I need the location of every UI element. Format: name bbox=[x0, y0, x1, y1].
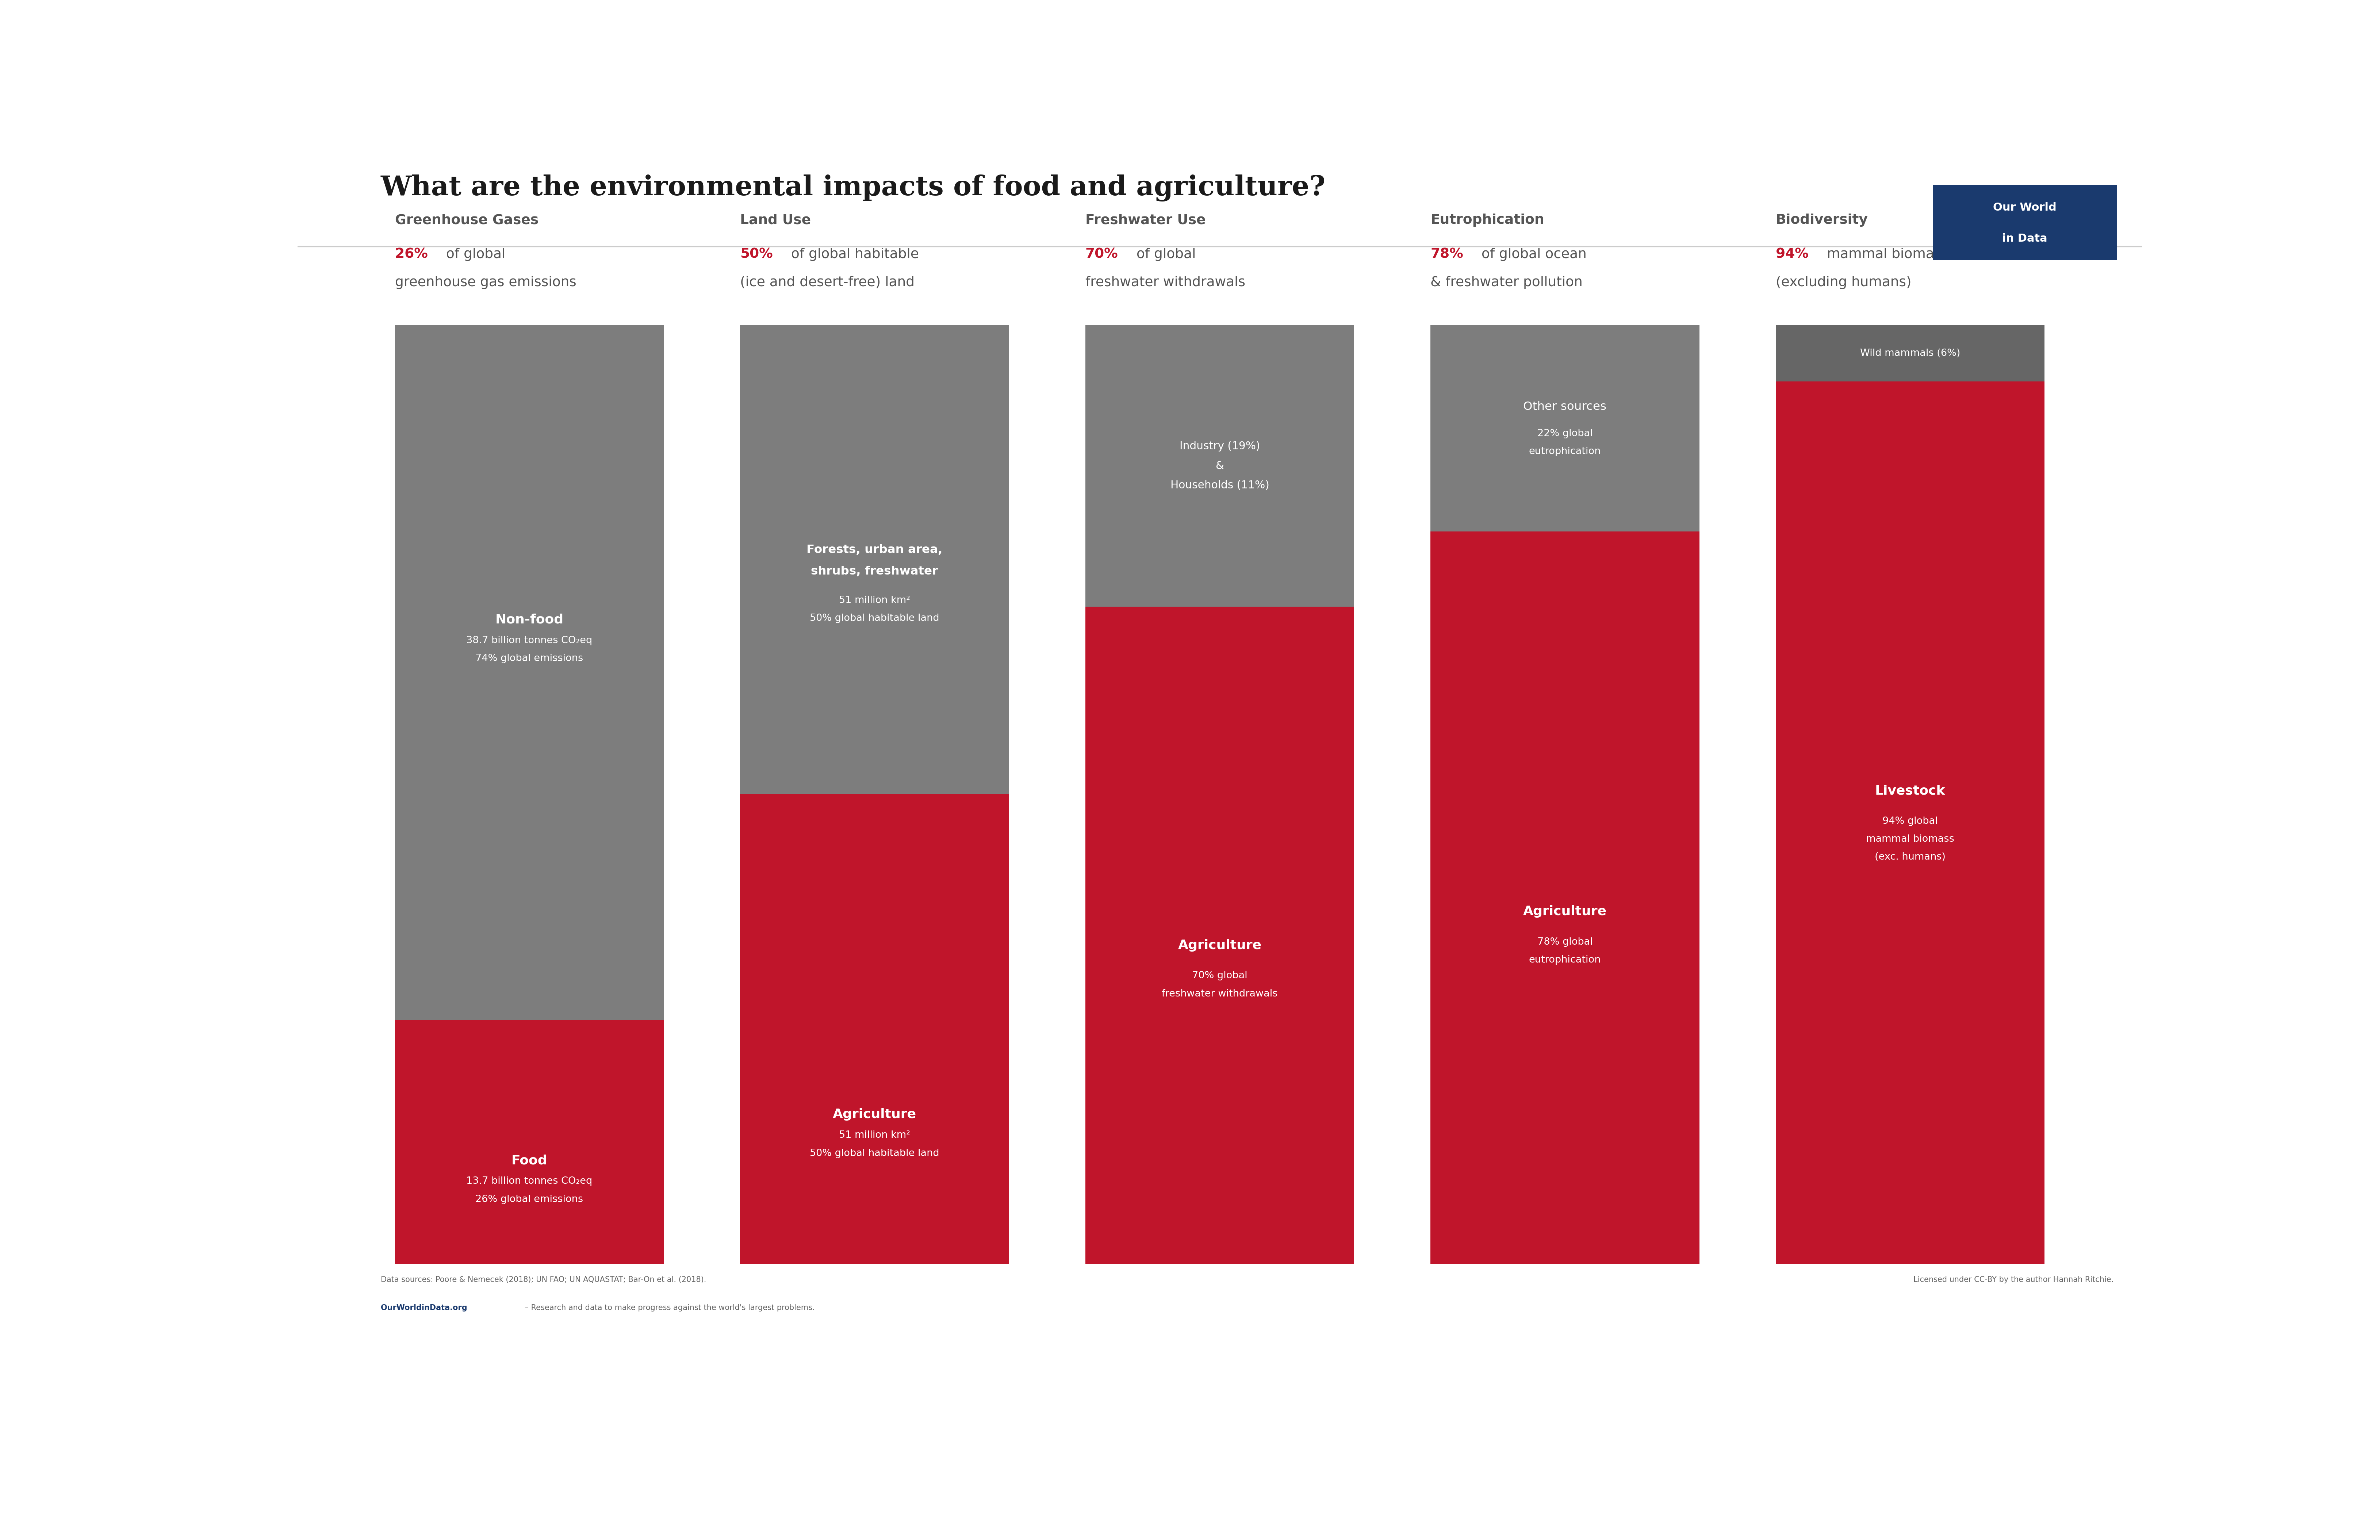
Text: Agriculture: Agriculture bbox=[1523, 906, 1606, 918]
Text: 70%: 70% bbox=[1085, 248, 1119, 260]
Text: Land Use: Land Use bbox=[740, 214, 812, 226]
Text: 51 million km²: 51 million km² bbox=[838, 1130, 909, 1140]
Text: &: & bbox=[1216, 460, 1223, 471]
Text: Households (11%): Households (11%) bbox=[1171, 480, 1269, 491]
Text: Livestock: Livestock bbox=[1875, 785, 1944, 798]
Text: 78% global: 78% global bbox=[1537, 938, 1592, 947]
Text: – Research and data to make progress against the world's largest problems.: – Research and data to make progress aga… bbox=[521, 1304, 814, 1312]
Bar bbox=[1933, 182, 2116, 260]
Bar bbox=[1430, 531, 1699, 1264]
Text: of global habitable: of global habitable bbox=[788, 248, 919, 260]
Text: 51 million km²: 51 million km² bbox=[838, 596, 909, 605]
Text: of global: of global bbox=[443, 248, 505, 260]
Text: 22% global: 22% global bbox=[1537, 430, 1592, 439]
Text: freshwater withdrawals: freshwater withdrawals bbox=[1085, 276, 1245, 290]
Text: of global ocean: of global ocean bbox=[1478, 248, 1587, 260]
Text: of global: of global bbox=[1133, 248, 1195, 260]
Text: & freshwater pollution: & freshwater pollution bbox=[1430, 276, 1583, 290]
Text: Wild mammals (6%): Wild mammals (6%) bbox=[1861, 348, 1961, 357]
Text: 74% global emissions: 74% global emissions bbox=[476, 655, 583, 664]
Bar bbox=[740, 795, 1009, 1264]
Text: (excluding humans): (excluding humans) bbox=[1775, 276, 1911, 290]
Text: 50% global habitable land: 50% global habitable land bbox=[809, 614, 940, 624]
Bar bbox=[1775, 325, 2044, 382]
Text: Other sources: Other sources bbox=[1523, 400, 1606, 413]
Text: Our World: Our World bbox=[1992, 202, 2056, 213]
Text: eutrophication: eutrophication bbox=[1528, 447, 1602, 456]
Text: shrubs, freshwater: shrubs, freshwater bbox=[812, 565, 938, 578]
Text: 94% global: 94% global bbox=[1883, 816, 1937, 825]
Text: 13.7 billion tonnes CO₂eq: 13.7 billion tonnes CO₂eq bbox=[466, 1177, 593, 1186]
Bar bbox=[1775, 382, 2044, 1264]
Text: greenhouse gas emissions: greenhouse gas emissions bbox=[395, 276, 576, 290]
Text: 50% global habitable land: 50% global habitable land bbox=[809, 1149, 940, 1158]
Text: in Data: in Data bbox=[2002, 233, 2047, 243]
Text: (exc. humans): (exc. humans) bbox=[1875, 853, 1944, 862]
Text: 26%: 26% bbox=[395, 248, 428, 260]
Text: eutrophication: eutrophication bbox=[1528, 955, 1602, 964]
Text: Non-food: Non-food bbox=[495, 613, 564, 625]
Text: 38.7 billion tonnes CO₂eq: 38.7 billion tonnes CO₂eq bbox=[466, 636, 593, 645]
Bar bbox=[1775, 325, 2044, 382]
Text: mammal biomass: mammal biomass bbox=[1866, 835, 1954, 844]
Text: Freshwater Use: Freshwater Use bbox=[1085, 214, 1207, 226]
Text: Agriculture: Agriculture bbox=[1178, 939, 1261, 952]
Text: OurWorldinData.org: OurWorldinData.org bbox=[381, 1304, 466, 1312]
Bar bbox=[1085, 607, 1354, 1264]
Bar bbox=[1085, 325, 1354, 607]
Text: What are the environmental impacts of food and agriculture?: What are the environmental impacts of fo… bbox=[381, 174, 1326, 202]
Text: 94%: 94% bbox=[1775, 248, 1809, 260]
Text: freshwater withdrawals: freshwater withdrawals bbox=[1161, 989, 1278, 998]
Text: 26% global emissions: 26% global emissions bbox=[476, 1195, 583, 1204]
Text: 50%: 50% bbox=[740, 248, 774, 260]
Text: 70% global: 70% global bbox=[1192, 972, 1247, 981]
Text: mammal biomass: mammal biomass bbox=[1823, 248, 1949, 260]
Bar bbox=[740, 325, 1009, 795]
Bar bbox=[395, 325, 664, 1019]
Text: Forests, urban area,: Forests, urban area, bbox=[807, 544, 942, 556]
Text: (ice and desert-free) land: (ice and desert-free) land bbox=[740, 276, 914, 290]
Text: Greenhouse Gases: Greenhouse Gases bbox=[395, 214, 538, 226]
Text: Agriculture: Agriculture bbox=[833, 1109, 916, 1121]
Text: Food: Food bbox=[512, 1155, 547, 1167]
Text: Licensed under CC-BY by the author Hannah Ritchie.: Licensed under CC-BY by the author Hanna… bbox=[1914, 1277, 2113, 1283]
Text: Industry (19%): Industry (19%) bbox=[1180, 440, 1259, 451]
Text: Biodiversity: Biodiversity bbox=[1775, 214, 1868, 226]
Text: Eutrophication: Eutrophication bbox=[1430, 214, 1545, 226]
Bar bbox=[1430, 325, 1699, 531]
Text: Data sources: Poore & Nemecek (2018); UN FAO; UN AQUASTAT; Bar-On et al. (2018).: Data sources: Poore & Nemecek (2018); UN… bbox=[381, 1277, 707, 1283]
Bar bbox=[395, 1019, 664, 1264]
Text: 78%: 78% bbox=[1430, 248, 1464, 260]
